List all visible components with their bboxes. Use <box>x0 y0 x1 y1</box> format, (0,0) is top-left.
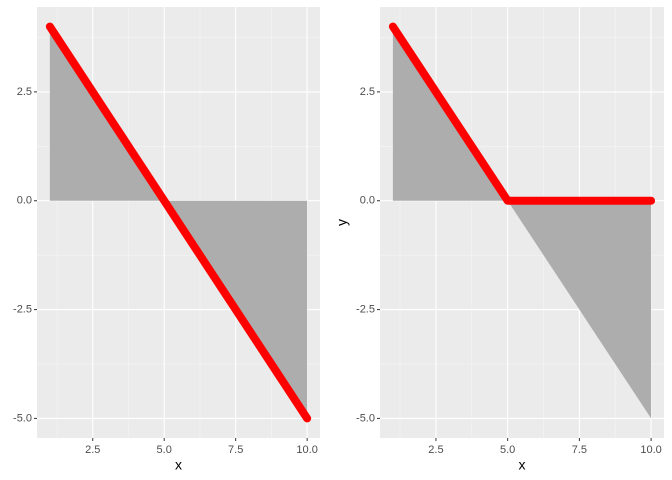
y-tick-label: 2.5 <box>360 86 375 98</box>
x-axis-title: x <box>175 457 182 473</box>
y-tick-label: -2.5 <box>13 303 32 315</box>
y-tick-label: 0.0 <box>360 195 375 207</box>
line <box>388 22 656 205</box>
y-tick-label: -2.5 <box>356 303 375 315</box>
x-tick-label: 2.5 <box>85 444 100 456</box>
x-tick-label: 2.5 <box>428 444 443 456</box>
y-axis-title: y <box>334 219 350 226</box>
line <box>45 22 312 423</box>
y-tick-label: 0.0 <box>17 195 32 207</box>
x-tick-label: 10.0 <box>640 444 661 456</box>
x-tick-label: 7.5 <box>572 444 587 456</box>
y-tick-label: 2.5 <box>17 86 32 98</box>
x-tick-label: 5.0 <box>500 444 515 456</box>
x-tick-label: 7.5 <box>228 444 243 456</box>
x-tick-label: 10.0 <box>296 444 317 456</box>
x-axis-title: x <box>519 457 526 473</box>
x-tick-label: 5.0 <box>157 444 172 456</box>
y-tick-label: -5.0 <box>13 412 32 424</box>
y-tick-label: -5.0 <box>356 412 375 424</box>
